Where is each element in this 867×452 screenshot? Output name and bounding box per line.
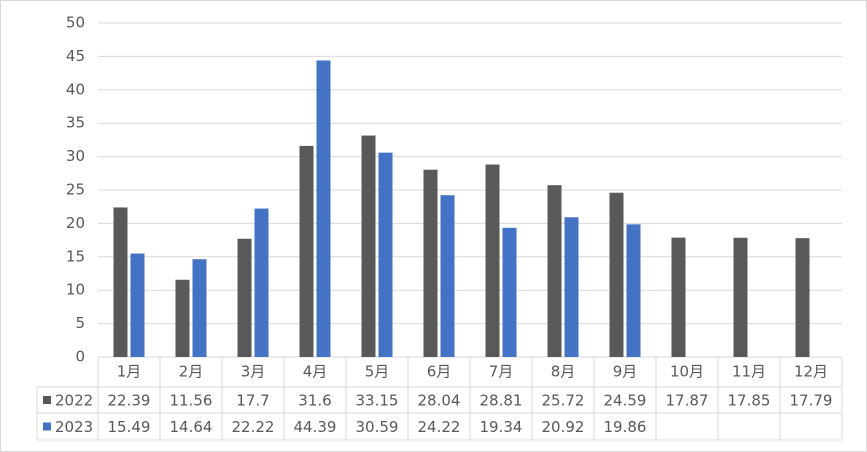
table-value: 28.81 — [480, 392, 523, 410]
bar — [423, 169, 438, 357]
bar — [547, 185, 562, 357]
table-value: 17.85 — [728, 392, 771, 410]
table-value: 17.87 — [666, 392, 709, 410]
y-tick-label: 30 — [66, 147, 85, 165]
x-tick-label: 12月 — [794, 363, 828, 381]
x-tick-label: 2月 — [179, 363, 204, 381]
bar — [564, 217, 579, 357]
y-tick-label: 50 — [66, 14, 85, 32]
table-value: 22.22 — [232, 418, 275, 436]
x-tick-label: 7月 — [489, 363, 514, 381]
bar — [113, 207, 128, 357]
bar — [316, 60, 331, 358]
table-value: 17.7 — [236, 392, 269, 410]
legend-swatch — [43, 422, 51, 431]
x-tick-label: 9月 — [613, 363, 638, 381]
x-tick-label: 8月 — [551, 363, 576, 381]
table-value: 17.79 — [790, 392, 833, 410]
table-value: 24.59 — [604, 392, 647, 410]
table-value: 44.39 — [294, 418, 337, 436]
x-tick-label: 1月 — [117, 363, 142, 381]
bar — [609, 192, 624, 357]
x-tick-label: 10月 — [670, 363, 704, 381]
bar — [175, 279, 190, 357]
table-value: 20.92 — [542, 418, 585, 436]
table-value: 11.56 — [170, 392, 213, 410]
bar — [795, 238, 810, 357]
bar — [440, 195, 455, 357]
y-tick-label: 0 — [75, 348, 85, 366]
bar — [237, 238, 252, 357]
legend-label: 2022 — [55, 392, 93, 410]
bar — [485, 164, 500, 357]
bar — [733, 237, 748, 357]
table-value: 30.59 — [356, 418, 399, 436]
table-value: 24.22 — [418, 418, 461, 436]
bar — [254, 208, 269, 357]
x-tick-label: 4月 — [303, 363, 328, 381]
bar — [130, 253, 145, 357]
y-tick-label: 15 — [66, 247, 85, 265]
bar — [361, 135, 376, 357]
table-value: 19.86 — [604, 418, 647, 436]
y-tick-label: 5 — [75, 314, 85, 332]
x-tick-label: 6月 — [427, 363, 452, 381]
y-tick-label: 20 — [66, 214, 85, 232]
x-tick-label: 11月 — [732, 363, 766, 381]
y-tick-label: 10 — [66, 281, 85, 299]
table-value: 33.15 — [356, 392, 399, 410]
table-value: 22.39 — [108, 392, 151, 410]
x-tick-label: 5月 — [365, 363, 390, 381]
bar — [626, 224, 641, 357]
bar — [502, 227, 517, 357]
y-tick-label: 45 — [66, 47, 85, 65]
table-value: 14.64 — [170, 418, 213, 436]
table-value: 15.49 — [108, 418, 151, 436]
y-tick-label: 25 — [66, 181, 85, 199]
y-tick-label: 35 — [66, 114, 85, 132]
legend-swatch — [43, 396, 51, 404]
bar — [192, 259, 207, 357]
bar — [671, 237, 686, 357]
table-value: 25.72 — [542, 392, 585, 410]
legend-label: 2023 — [55, 418, 93, 436]
table-value: 28.04 — [418, 392, 461, 410]
bar — [378, 152, 393, 357]
x-tick-label: 3月 — [241, 363, 266, 381]
bar — [299, 145, 314, 357]
table-value: 31.6 — [298, 392, 331, 410]
y-tick-label: 40 — [66, 80, 85, 98]
table-value: 19.34 — [480, 418, 523, 436]
